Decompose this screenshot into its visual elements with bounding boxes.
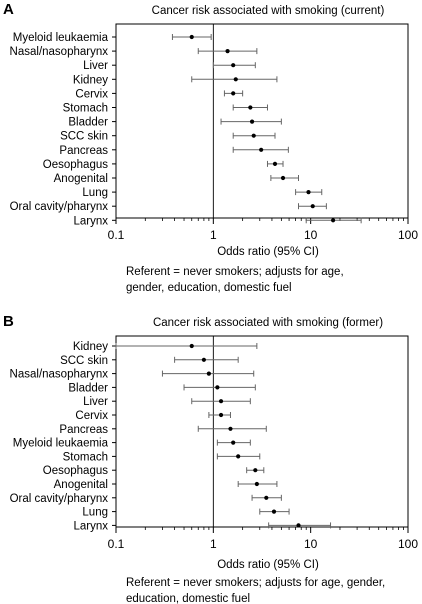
odds-ratio-point (272, 161, 278, 166)
odds-ratio-point (218, 399, 224, 404)
row-label: Oesophagus (43, 465, 108, 477)
odds-ratio-point (231, 440, 236, 445)
odds-ratio-point (310, 204, 315, 209)
odds-ratio-point (249, 119, 255, 124)
odds-ratio-point (189, 34, 194, 40)
odds-ratio-point (228, 426, 233, 431)
x-tick-label: 10 (304, 537, 318, 551)
referent-note: Referent = never smokers; adjusts for ag… (126, 577, 385, 589)
odds-ratio-point (254, 481, 259, 487)
referent-note: gender, education, domestic fuel (126, 282, 292, 294)
x-tick-label: 1 (210, 537, 217, 551)
row-label: Nasal/nasopharynx (10, 369, 109, 381)
odds-ratio-point (253, 468, 258, 473)
x-tick-label: 1 (210, 228, 217, 242)
x-axis-label: Odds ratio (95% CI) (217, 246, 319, 258)
referent-note: education, domestic fuel (126, 593, 250, 604)
odds-ratio-point (330, 218, 336, 223)
row-label: Larynx (73, 215, 108, 227)
panel-label: A (3, 1, 14, 18)
chart-title: Cancer risk associated with smoking (cur… (152, 5, 385, 17)
row-label: Nasal/nasopharynx (10, 46, 109, 58)
odds-ratio-point (231, 91, 236, 96)
odds-ratio-point (233, 77, 238, 82)
referent-note: Referent = never smokers; adjusts for ag… (126, 266, 344, 278)
odds-ratio-point (189, 343, 194, 349)
odds-ratio-point (201, 357, 207, 362)
x-tick-label: 100 (398, 537, 418, 551)
x-axis-label: Odds ratio (95% CI) (217, 559, 319, 571)
row-label: Anogenital (54, 479, 108, 491)
x-tick-label: 0.1 (108, 537, 125, 551)
row-label: Kidney (73, 341, 108, 353)
row-label: SCC skin (60, 131, 108, 143)
odds-ratio-point (225, 49, 230, 54)
row-label: Cervix (75, 88, 108, 100)
row-label: Oesophagus (43, 159, 108, 171)
odds-ratio-point (248, 105, 253, 110)
row-label: Oral cavity/pharynx (10, 493, 109, 505)
plot-frame (115, 335, 409, 528)
row-label: Lung (82, 507, 108, 519)
row-label: Anogenital (54, 173, 108, 185)
odds-ratio-point (280, 175, 286, 181)
row-label: Stomach (63, 103, 108, 115)
row-label: Myeloid leukaemia (13, 32, 109, 44)
odds-ratio-point (296, 523, 301, 528)
row-label: Stomach (63, 451, 108, 463)
x-tick-label: 100 (398, 228, 418, 242)
odds-ratio-point (251, 133, 256, 138)
row-label: Liver (83, 60, 108, 72)
row-label: Pancreas (59, 424, 108, 436)
chart-title: Cancer risk associated with smoking (for… (153, 317, 383, 329)
row-label: Bladder (68, 382, 108, 394)
row-label: Bladder (68, 117, 108, 129)
odds-ratio-point (206, 371, 211, 376)
odds-ratio-point (259, 147, 264, 152)
row-label: Cervix (75, 410, 108, 422)
row-label: Larynx (73, 520, 108, 532)
row-label: Myeloid leukaemia (13, 438, 109, 450)
odds-ratio-point (264, 495, 269, 500)
row-label: Kidney (73, 74, 108, 86)
row-label: Liver (83, 396, 108, 408)
odds-ratio-point (271, 509, 277, 514)
row-label: Pancreas (59, 145, 108, 157)
plot-frame (115, 23, 409, 219)
odds-ratio-point (218, 412, 224, 418)
odds-ratio-point (306, 190, 311, 195)
panel-label: B (3, 313, 14, 330)
x-tick-label: 10 (304, 228, 318, 242)
odds-ratio-point (236, 454, 241, 459)
odds-ratio-point (215, 385, 220, 390)
odds-ratio-point (231, 63, 236, 68)
row-label: Lung (82, 187, 108, 199)
x-tick-label: 0.1 (108, 228, 125, 242)
row-label: SCC skin (60, 355, 108, 367)
row-label: Oral cavity/pharynx (10, 201, 109, 213)
